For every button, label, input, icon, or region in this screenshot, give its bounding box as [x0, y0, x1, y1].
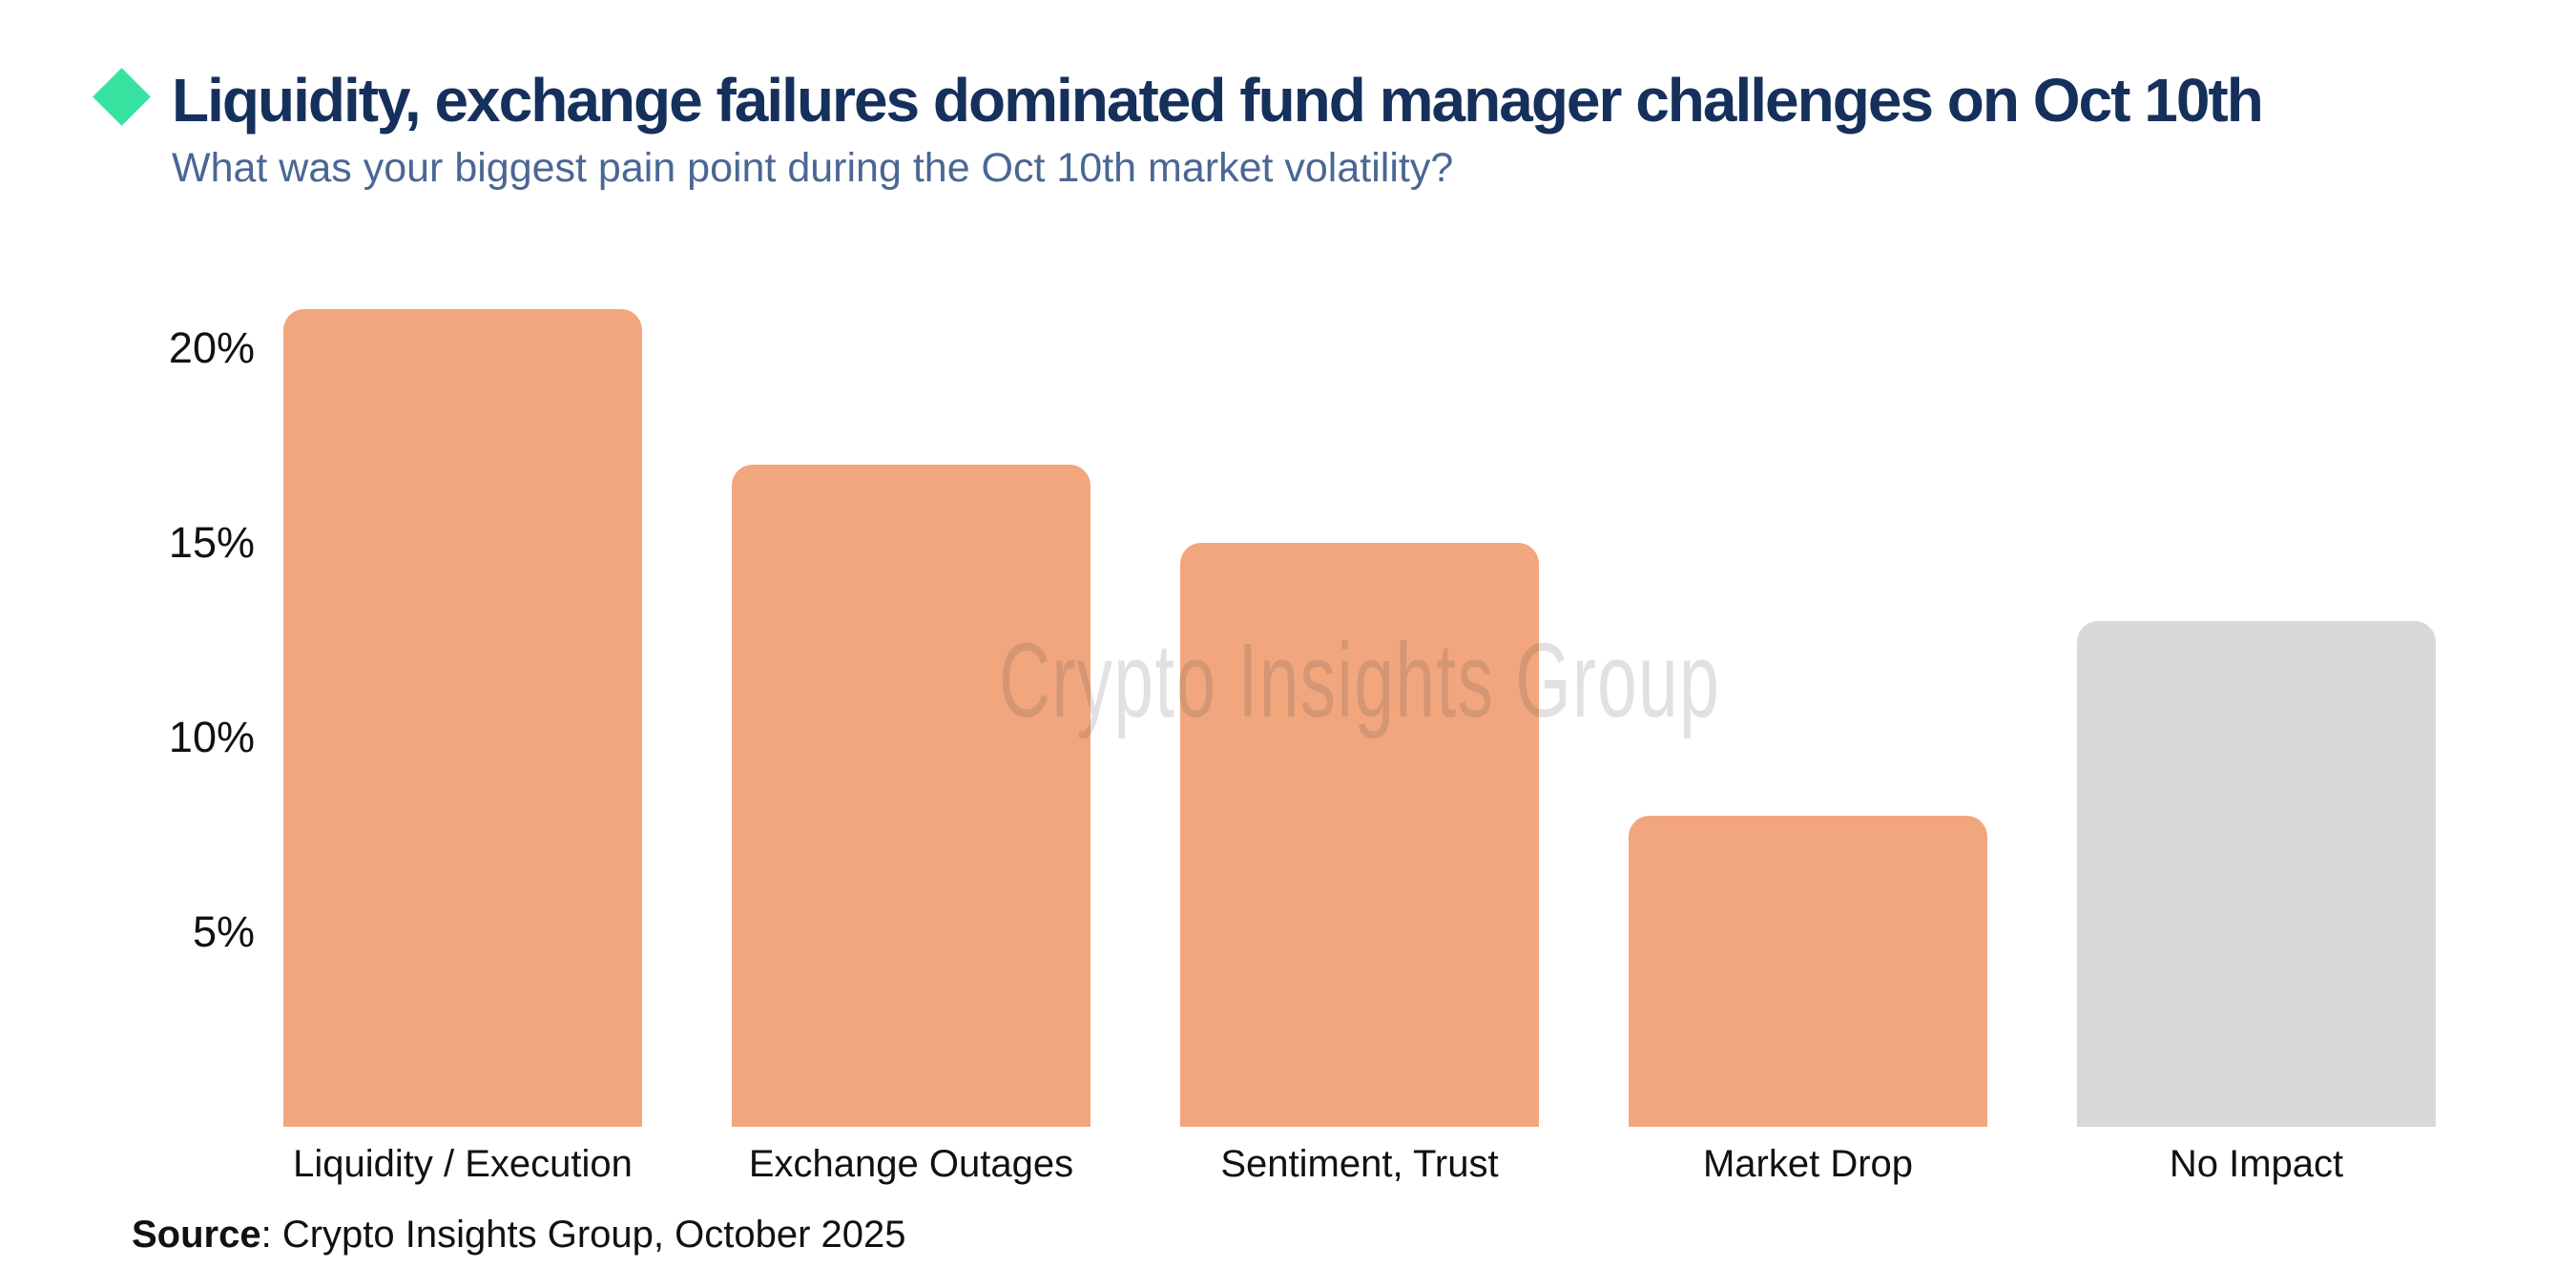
x-axis-category-label: Market Drop	[1702, 1143, 1914, 1185]
source-label: Source	[132, 1214, 261, 1256]
chart-title: Liquidity, exchange failures dominated f…	[172, 66, 2264, 135]
y-axis-tick-label: 15%	[168, 518, 255, 567]
x-axis-category-label: Sentiment, Trust	[1220, 1143, 1499, 1185]
x-axis-category-label: No Impact	[2169, 1143, 2344, 1185]
source-text: : Crypto Insights Group, October 2025	[260, 1214, 906, 1256]
chart-subtitle: What was your biggest pain point during …	[172, 145, 1454, 191]
y-axis-tick-label: 5%	[192, 907, 255, 956]
bar	[732, 465, 1091, 1127]
x-axis-category-label: Liquidity / Execution	[293, 1143, 633, 1185]
bar	[2077, 620, 2436, 1127]
y-axis-tick-label: 20%	[168, 323, 255, 372]
bar	[283, 309, 642, 1127]
bar	[1629, 815, 1987, 1127]
x-axis-category-label: Exchange Outages	[748, 1143, 1074, 1185]
source-line: Source: Crypto Insights Group, October 2…	[132, 1214, 906, 1257]
y-axis-tick-label: 10%	[168, 713, 255, 761]
bar	[1180, 543, 1539, 1127]
